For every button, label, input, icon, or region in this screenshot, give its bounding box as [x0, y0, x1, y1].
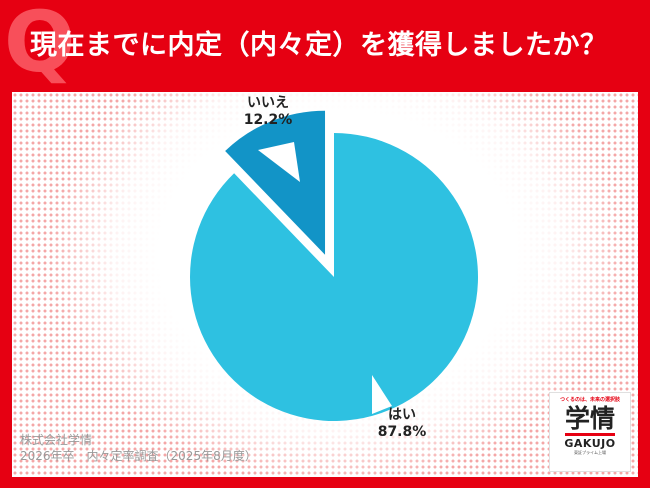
source-company: 株式会社学情 [20, 433, 93, 447]
slice-label-yes-value: 87.8% [377, 424, 427, 440]
logo-bar [565, 433, 615, 436]
pie-slice-no [225, 110, 326, 255]
source-survey: 2026年卒 内々定率調査（2025年8月度） [20, 449, 257, 463]
slice-label-yes-name: はい [388, 407, 416, 423]
slice-label-no: いいえ 12.2% [228, 95, 308, 129]
slice-label-yes: はい 87.8% [362, 407, 442, 441]
slice-label-no-name: いいえ [247, 95, 289, 111]
callout-pointer-no [258, 142, 300, 182]
gakujo-logo: つくるのは、未来の選択肢 学情 GAKUJO 東証プライム上場 [549, 392, 631, 472]
logo-tagline: つくるのは、未来の選択肢 [560, 397, 620, 403]
question-header: Q 現在までに内定（内々定）を獲得しましたか？ [0, 0, 650, 92]
question-title: 現在までに内定（内々定）を獲得しましたか？ [30, 30, 608, 61]
pie-slices [189, 110, 479, 421]
q-mark: Q [4, 0, 76, 91]
logo-sub: 東証プライム上場 [574, 450, 606, 455]
logo-mark: 学情 [564, 404, 615, 433]
callout-pointer-yes [372, 375, 392, 414]
logo-latin: GAKUJO [564, 437, 616, 450]
source-credit: 株式会社学情 2026年卒 内々定率調査（2025年8月度） [20, 432, 257, 464]
pie-slice-yes [189, 133, 479, 421]
slice-label-no-value: 12.2% [243, 112, 293, 128]
